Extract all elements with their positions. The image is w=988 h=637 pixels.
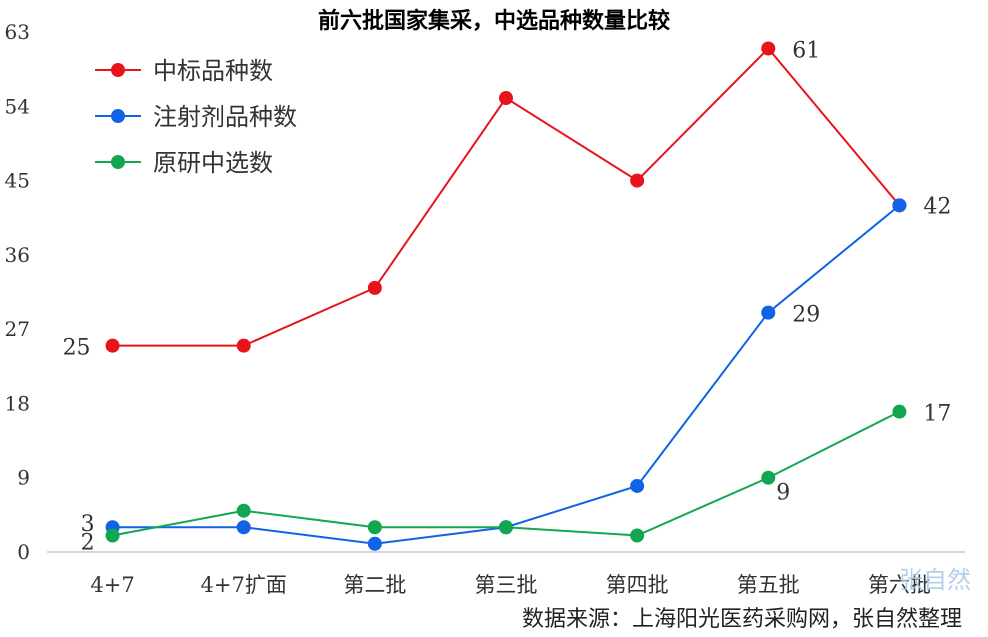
data-point	[236, 338, 251, 353]
chart-title: 前六批国家集采，中选品种数量比较	[318, 8, 670, 34]
x-tick-label: 第六批	[868, 573, 931, 597]
source-note: 数据来源：上海阳光医药采购网，张自然整理	[522, 607, 962, 632]
data-point	[236, 520, 251, 535]
data-point	[367, 536, 382, 551]
y-tick-label: 36	[5, 243, 30, 267]
y-tick-label: 54	[5, 94, 30, 118]
data-point	[236, 503, 251, 518]
data-point	[630, 478, 645, 493]
axes: 0 9 18 27 36 45 54 63 4+7 4+7扩面 第二批 第三批 第四批 第五批 第六批	[5, 20, 965, 597]
data-label: 25	[63, 336, 91, 361]
legend-marker	[111, 109, 125, 123]
data-label: 3	[81, 512, 95, 537]
y-tick-label: 45	[5, 169, 30, 193]
x-tick-label: 4+7扩面	[201, 573, 287, 597]
legend-label: 中标品种数	[153, 57, 273, 85]
data-label: 17	[923, 402, 951, 427]
x-tick-label: 4+7	[90, 573, 134, 597]
data-label: 61	[792, 39, 820, 64]
data-point	[105, 338, 120, 353]
legend-label: 原研中选数	[153, 149, 273, 177]
y-tick-label: 18	[5, 391, 30, 415]
data-label: 42	[923, 194, 951, 219]
data-label: 9	[776, 481, 790, 506]
data-point	[105, 528, 120, 543]
x-tick-label: 第二批	[343, 573, 406, 597]
y-tick-label: 63	[5, 20, 30, 44]
data-point	[630, 528, 645, 543]
data-point	[892, 404, 907, 419]
legend-marker	[111, 63, 125, 77]
x-tick-label: 第四批	[606, 573, 669, 597]
y-tick-label: 27	[5, 317, 30, 341]
data-point	[367, 280, 382, 295]
data-point	[892, 198, 907, 213]
legend-label: 注射剂品种数	[153, 103, 297, 131]
data-point	[499, 520, 513, 535]
data-label: 2	[81, 530, 95, 555]
data-point	[761, 41, 776, 56]
watermark: 张自然	[899, 566, 971, 594]
data-point	[761, 470, 776, 485]
series-layer	[105, 41, 907, 551]
data-point	[630, 173, 645, 188]
series-line-3	[112, 410, 900, 537]
data-label: 29	[792, 303, 820, 328]
y-tick-label: 9	[17, 466, 30, 490]
x-tick-label: 第三批	[475, 573, 538, 597]
legend-marker	[111, 155, 125, 169]
data-point	[499, 91, 513, 106]
data-point	[367, 520, 382, 535]
y-tick-label: 0	[17, 540, 30, 564]
x-tick-label: 第五批	[737, 573, 800, 597]
data-point	[761, 305, 776, 320]
